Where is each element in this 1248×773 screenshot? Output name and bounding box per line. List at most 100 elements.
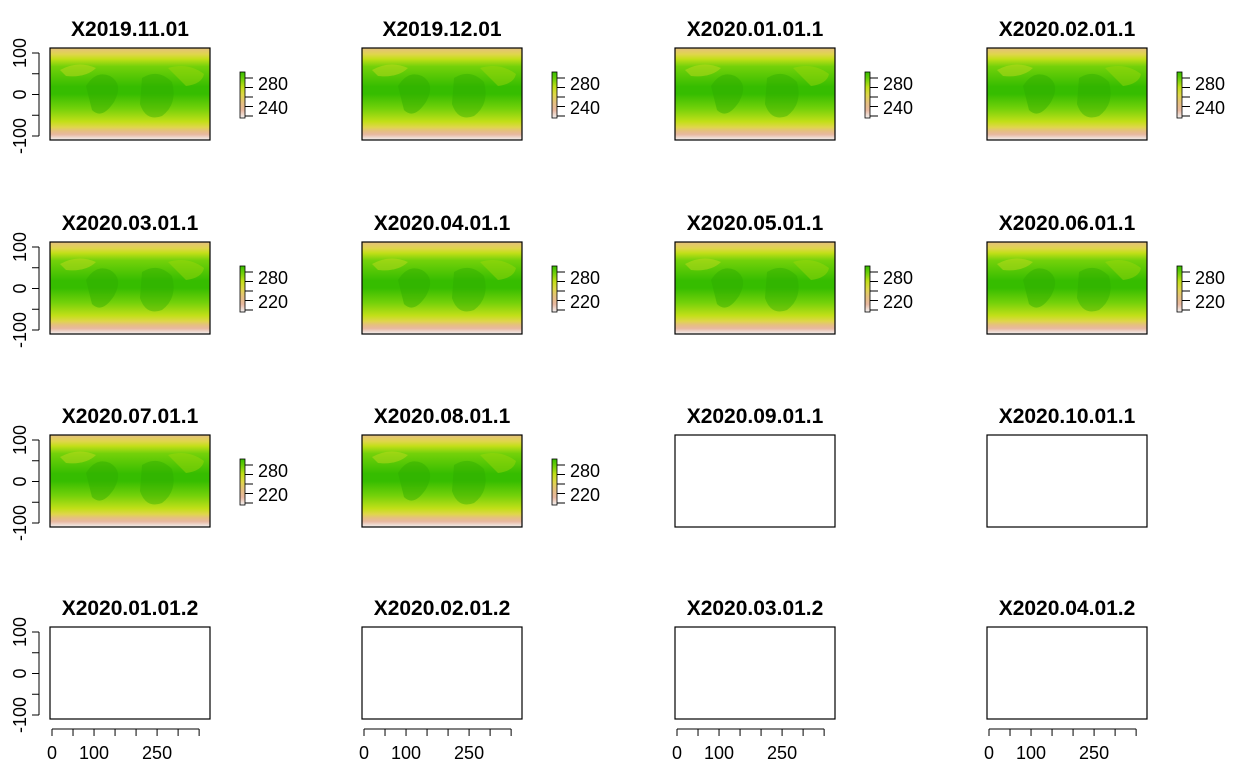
panel-title: X2020.10.01.1 (999, 405, 1136, 428)
panel-frame (674, 241, 836, 335)
legend-tick-label: 220 (258, 485, 288, 505)
heatmap-raster (987, 242, 1147, 334)
legend-tick-label: 280 (1195, 74, 1225, 94)
x-tick-label: 0 (47, 743, 57, 763)
land-region (793, 66, 829, 86)
heatmap-raster (362, 48, 522, 140)
heatmap-raster (50, 242, 210, 334)
y-tick-label: 100 (10, 38, 30, 68)
y-tick-label: -100 (10, 697, 30, 733)
land-region (452, 73, 486, 118)
land-region (140, 460, 174, 505)
x-tick-label: 250 (142, 743, 172, 763)
legend-tick-label: 280 (1195, 268, 1225, 288)
legend-colorbar (239, 265, 246, 313)
legend-colorbar (239, 458, 246, 506)
land-region (86, 74, 119, 114)
panel-title: X2020.05.01.1 (687, 212, 824, 235)
chart-panel: X2020.03.01.2 0 100 250 (672, 597, 836, 763)
x-tick-label: 0 (672, 743, 682, 763)
panel-frame (49, 434, 211, 528)
heatmap-fill (50, 435, 210, 527)
land-region (140, 73, 174, 118)
land-region (86, 461, 119, 501)
x-tick-label: 250 (767, 743, 797, 763)
chart-panel: X2020.03.01.1 280 220 100 0 -100 (10, 212, 288, 348)
legend-tick-label: 280 (570, 461, 600, 481)
heatmap-raster (987, 48, 1147, 140)
chart-panel: X2019.12.01 280 240 (361, 18, 600, 141)
panel-frame (986, 241, 1148, 335)
chart-panel: X2020.05.01.1 280 220 (674, 212, 913, 335)
legend-colorbar (239, 71, 246, 119)
land-region (1077, 267, 1111, 312)
legend-colorbar (864, 71, 871, 119)
heatmap-raster (50, 48, 210, 140)
y-tick-label: 0 (10, 89, 30, 99)
panel-frame (49, 47, 211, 141)
land-region (685, 258, 721, 271)
land-region (765, 73, 799, 118)
heatmap-fill (50, 48, 210, 140)
panel-title: X2020.09.01.1 (687, 405, 824, 428)
chart-panel: X2020.04.01.2 0 100 250 (984, 597, 1148, 763)
land-region (1105, 260, 1141, 280)
y-tick-label: 0 (10, 283, 30, 293)
land-region (168, 66, 204, 86)
panel-frame (986, 47, 1148, 141)
legend-tick-label: 280 (258, 74, 288, 94)
legend-tick-label: 220 (570, 485, 600, 505)
land-region (60, 451, 96, 464)
y-tick-label: 100 (10, 425, 30, 455)
y-tick-label: 100 (10, 232, 30, 262)
heatmap-raster (675, 48, 835, 140)
panel-title: X2020.03.01.1 (62, 212, 199, 235)
legend-tick-label: 280 (570, 74, 600, 94)
legend-colorbar (551, 458, 558, 506)
panel-title: X2020.03.01.2 (687, 597, 824, 620)
chart-panel: X2020.08.01.1 280 220 (361, 405, 600, 528)
chart-panel: X2020.01.01.2 100 0 -100 0 100 250 (10, 597, 211, 763)
legend-colorbar (1176, 265, 1183, 313)
x-tick-label: 100 (1016, 743, 1046, 763)
legend-tick-label: 240 (883, 98, 913, 118)
chart-panel: X2020.02.01.1 280 240 (986, 18, 1225, 141)
chart-panel: X2020.01.01.1 280 240 (674, 18, 913, 141)
land-region (372, 258, 408, 271)
panel-frame (986, 626, 1148, 720)
land-region (168, 260, 204, 280)
land-region (685, 64, 721, 77)
y-tick-label: 0 (10, 668, 30, 678)
panel-title: X2020.06.01.1 (999, 212, 1136, 235)
panel-frame (49, 241, 211, 335)
panel-frame (674, 626, 836, 720)
legend-colorbar (551, 71, 558, 119)
panel-title: X2019.12.01 (382, 18, 501, 41)
chart-panel: X2019.11.01 280 240 100 0 -100 (10, 18, 288, 154)
panel-title: X2020.02.01.1 (999, 18, 1136, 41)
legend-tick-label: 280 (883, 74, 913, 94)
panel-frame (361, 626, 523, 720)
land-region (1023, 74, 1056, 114)
land-region (168, 453, 204, 473)
land-region (86, 268, 119, 308)
heatmap-raster (362, 242, 522, 334)
land-region (711, 268, 744, 308)
land-region (765, 267, 799, 312)
panel-title: X2020.01.01.1 (687, 18, 824, 41)
x-tick-label: 0 (359, 743, 369, 763)
land-region (480, 453, 516, 473)
heatmap-fill (50, 242, 210, 334)
panel-title: X2020.02.01.2 (374, 597, 511, 620)
land-region (398, 461, 431, 501)
legend-tick-label: 220 (570, 292, 600, 312)
land-region (398, 74, 431, 114)
land-region (60, 258, 96, 271)
legend-tick-label: 280 (570, 268, 600, 288)
land-region (1105, 66, 1141, 86)
heatmap-fill (987, 48, 1147, 140)
x-tick-label: 100 (79, 743, 109, 763)
x-tick-label: 250 (1079, 743, 1109, 763)
heatmap-raster (362, 435, 522, 527)
land-region (452, 267, 486, 312)
